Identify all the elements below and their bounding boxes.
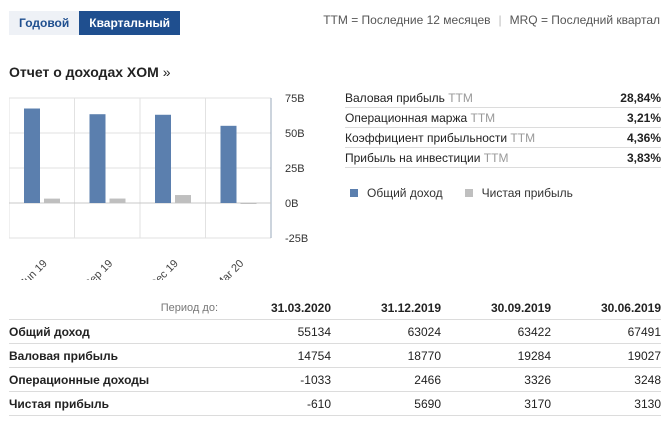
revenue-bar (89, 114, 106, 203)
net-income-bar (175, 195, 191, 203)
ratio-value: 3,83% (626, 151, 661, 165)
ratio-ttm: TTM (483, 151, 509, 165)
ratio-row: Прибыль на инвестиции TTM 3,83% (345, 148, 661, 168)
period-toggle: Годовой Квартальный (9, 11, 181, 35)
income-chart: 75B 50B 25B 0B -25B Jun 19 Sep 19 Dec 19 Mar 20 (9, 93, 308, 280)
date-header: 30.06.2019 (600, 301, 661, 315)
ratio-ttm: TTM (470, 111, 496, 125)
y-tick-label: 50B (285, 128, 305, 140)
cell: 5690 (414, 397, 441, 411)
ratio-label: Операционная маржа (345, 111, 468, 125)
cell: 63422 (517, 325, 551, 339)
cell: 19284 (517, 349, 551, 363)
x-tick-label: Mar 20 (214, 258, 247, 280)
cell: 63024 (407, 325, 441, 339)
table-header: Период до: 31.03.2020 31.12.2019 30.09.2… (9, 296, 661, 320)
date-header: 30.09.2019 (490, 301, 551, 315)
legend-label: Чистая прибыль (481, 186, 573, 200)
net-income-bar (109, 198, 126, 203)
cell: 2466 (414, 373, 441, 387)
x-tick-label: Dec 19 (148, 258, 181, 280)
ratio-label: Валовая прибыль (345, 91, 445, 105)
ratio-value: 28,84% (620, 91, 661, 105)
ratio-row: Коэффициент прибыльности TTM 4,36% (345, 128, 661, 148)
income-table: Период до: 31.03.2020 31.12.2019 30.09.2… (9, 296, 661, 416)
cell: 19027 (627, 349, 661, 363)
ratio-value: 3,21% (626, 111, 661, 125)
y-tick-label: 25B (285, 163, 305, 175)
x-tick-label: Jun 19 (18, 258, 50, 280)
table-row: Общий доход 55134 63024 63422 67491 (9, 320, 661, 344)
row-label: Операционные доходы (9, 373, 150, 387)
net-income-bar (240, 203, 257, 204)
legend-item-net-income: Чистая прибыль (464, 186, 573, 200)
ratio-label: Прибыль на инвестиции (345, 151, 481, 165)
cell: 55134 (297, 325, 331, 339)
table-row: Валовая прибыль 14754 18770 19284 19027 (9, 344, 661, 368)
revenue-bar (24, 108, 40, 203)
table-row: Чистая прибыль -610 5690 3170 3130 (9, 392, 661, 416)
ttm-mrq-legend: TTM = Последние 12 месяцев | MRQ = После… (323, 13, 660, 27)
period-label: Период до: (160, 302, 218, 314)
section-arrow-icon[interactable]: » (162, 64, 171, 80)
ratio-ttm: TTM (510, 131, 536, 145)
net-income-swatch-icon (464, 189, 473, 197)
net-income-bar (44, 198, 60, 203)
ratio-row: Валовая прибыль TTM 28,84% (345, 88, 661, 108)
table-row: Операционные доходы -1033 2466 3326 3248 (9, 368, 661, 392)
row-label: Чистая прибыль (9, 397, 109, 411)
cell: 18770 (407, 349, 441, 363)
cell: 3130 (634, 397, 661, 411)
cell: -1033 (300, 373, 331, 387)
cell: 3326 (524, 373, 551, 387)
legend-separator: | (498, 13, 502, 27)
y-tick-label: -25B (285, 233, 308, 245)
revenue-swatch-icon (350, 189, 358, 197)
row-label: Валовая прибыль (9, 349, 118, 363)
cell: -610 (306, 397, 331, 411)
row-label: Общий доход (9, 325, 90, 339)
date-header: 31.03.2020 (270, 301, 331, 315)
x-tick-label: Sep 19 (82, 258, 115, 280)
legend-label: Общий доход (367, 186, 443, 200)
date-header: 31.12.2019 (380, 301, 441, 315)
cell: 67491 (627, 325, 661, 339)
y-tick-label: 75B (285, 93, 305, 105)
annual-button[interactable]: Годовой (9, 11, 80, 35)
revenue-bar (155, 114, 171, 203)
section-title-text[interactable]: Отчет о доходах XOM (9, 64, 159, 80)
ratio-value: 4,36% (626, 131, 661, 145)
ratios-panel: Валовая прибыль TTM 28,84% Операционная … (345, 88, 661, 168)
cell: 3170 (524, 397, 551, 411)
cell: 3248 (634, 373, 661, 387)
section-title[interactable]: Отчет о доходах XOM » (9, 64, 170, 80)
mrq-legend: MRQ = Последний квартал (509, 13, 660, 27)
cell: 14754 (297, 349, 331, 363)
chart-legend: Общий доход Чистая прибыль (350, 186, 573, 200)
ratio-ttm: TTM (448, 91, 473, 105)
ttm-legend: TTM = Последние 12 месяцев (323, 13, 491, 27)
legend-item-revenue: Общий доход (350, 186, 443, 200)
y-tick-label: 0B (285, 198, 298, 210)
ratio-row: Операционная маржа TTM 3,21% (345, 108, 661, 128)
ratio-label: Коэффициент прибыльности (345, 131, 508, 145)
revenue-bar (220, 125, 237, 203)
quarterly-button[interactable]: Квартальный (79, 11, 181, 35)
